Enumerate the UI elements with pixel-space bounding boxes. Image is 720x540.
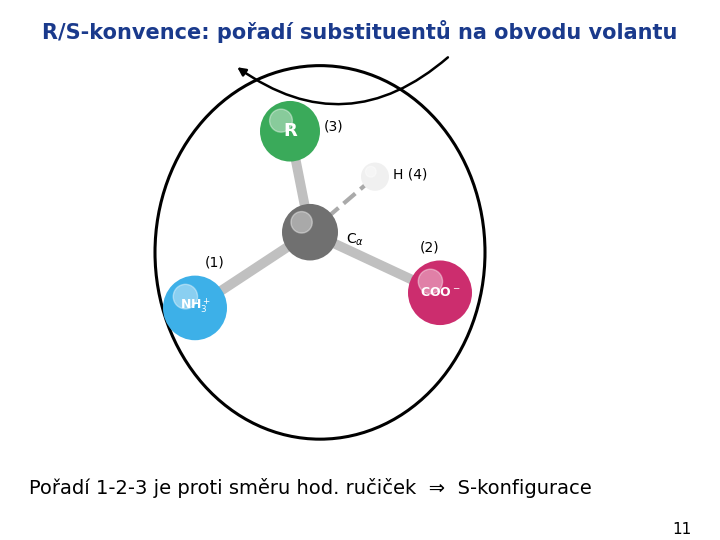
Circle shape xyxy=(408,260,472,325)
Circle shape xyxy=(260,101,320,161)
Text: (1): (1) xyxy=(205,255,225,269)
Circle shape xyxy=(366,166,376,177)
Text: Pořadí 1-2-3 je proti směru hod. ručiček  ⇒  S-konfigurace: Pořadí 1-2-3 je proti směru hod. ručiček… xyxy=(29,478,592,498)
Text: 11: 11 xyxy=(672,523,691,537)
Circle shape xyxy=(418,269,443,294)
Text: COO$^-$: COO$^-$ xyxy=(420,286,460,299)
Text: (3): (3) xyxy=(324,119,343,133)
Circle shape xyxy=(361,163,389,191)
Circle shape xyxy=(282,204,338,260)
Circle shape xyxy=(291,212,312,233)
Text: NH$_3^+$: NH$_3^+$ xyxy=(179,296,210,315)
Text: (2): (2) xyxy=(420,240,440,254)
FancyArrowPatch shape xyxy=(240,57,448,104)
Text: R/S-konvence: pořadí substituentů na obvodu volantu: R/S-konvence: pořadí substituentů na obv… xyxy=(42,20,678,43)
Text: R: R xyxy=(283,122,297,140)
Text: C$_{\alpha}$: C$_{\alpha}$ xyxy=(346,232,364,248)
Text: H (4): H (4) xyxy=(393,167,428,181)
Circle shape xyxy=(174,285,197,309)
Circle shape xyxy=(269,109,292,132)
Circle shape xyxy=(163,275,227,340)
